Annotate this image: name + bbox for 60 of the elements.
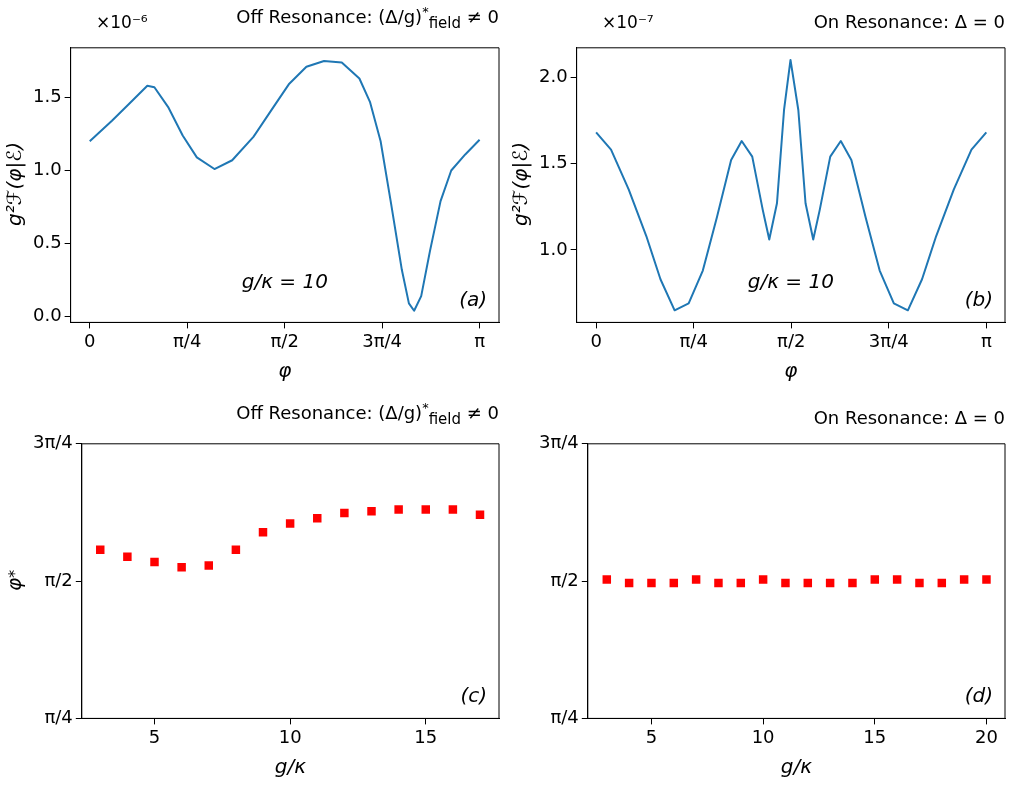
y-tick-label: π/2	[550, 568, 579, 590]
x-tick-label: π	[980, 329, 992, 351]
x-tick-label: 0	[84, 329, 96, 351]
x-axis-title: g/κ	[274, 754, 307, 779]
chart-title: On Resonance: Δ = 0	[813, 407, 1005, 428]
x-tick-label: 10	[751, 725, 775, 747]
y-tick-label: 2.0	[538, 64, 568, 86]
x-tick-label: 3π/4	[868, 329, 909, 351]
point	[394, 505, 403, 514]
text: ×10⁻⁷	[602, 12, 654, 32]
annotation: (b)	[964, 286, 993, 311]
x-tick-label: 5	[645, 725, 658, 747]
annotation: (a)	[459, 286, 487, 311]
y-axis-title: g²ℱ(φ|ℰ)	[2, 140, 26, 229]
text: ×10⁻⁶	[96, 12, 148, 32]
x-tick-label: π/2	[777, 329, 806, 351]
x-tick-label: 15	[863, 725, 887, 747]
y-tick-label: π/4	[44, 706, 73, 728]
x-tick-label: π	[474, 329, 486, 351]
y-tick-label: π/4	[550, 706, 579, 728]
chart-title: Off Resonance: (Δ/g)$^{*}$$_{field}$ ≠ 0	[236, 4, 499, 32]
y-tick-label: 1.5	[32, 85, 62, 107]
y-axis-title: g²ℱ(φ|ℰ)	[508, 140, 532, 229]
point	[421, 505, 430, 514]
point	[367, 507, 376, 516]
x-tick-label: π/4	[679, 329, 708, 351]
point	[285, 519, 295, 528]
annotation: g/κ = 10	[747, 268, 834, 293]
y-tick-label: π/2	[44, 568, 73, 590]
point	[448, 505, 458, 514]
x-tick-label: 5	[148, 725, 161, 747]
annotation: g/κ = 10	[241, 268, 328, 293]
x-tick-label: π/2	[270, 329, 299, 351]
chart-title: On Resonance: Δ = 0	[813, 11, 1005, 32]
x-axis-title: φ	[784, 358, 798, 383]
y-tick-label: 0.5	[32, 231, 62, 253]
point	[258, 528, 268, 537]
point	[340, 508, 349, 518]
x-tick-label: 10	[278, 725, 302, 747]
annotation: (c)	[460, 682, 487, 707]
y-tick-label: 1.5	[538, 151, 568, 173]
point	[123, 552, 132, 562]
point	[150, 557, 159, 567]
point	[313, 514, 322, 523]
y-tick-label: 1.0	[538, 237, 568, 259]
x-tick-label: 0	[590, 329, 602, 351]
annotation: (d)	[964, 682, 993, 707]
x-tick-label: 3π/4	[362, 329, 403, 351]
y-tick-label: 3π/4	[538, 431, 579, 453]
y-tick-label: 0.0	[32, 304, 62, 326]
x-tick-label: 15	[414, 725, 438, 747]
x-tick-label: π/4	[173, 329, 202, 351]
point	[204, 561, 213, 570]
y-tick-label: 1.0	[32, 158, 62, 180]
x-axis-title: φ	[278, 358, 292, 383]
x-axis-title: g/κ	[780, 754, 813, 779]
y-tick-label: 3π/4	[32, 431, 73, 453]
chart-title: Off Resonance: (Δ/g)$^{*}$$_{field}$ ≠ 0	[236, 400, 499, 428]
point	[177, 563, 186, 572]
x-tick-label: 20	[975, 725, 998, 747]
